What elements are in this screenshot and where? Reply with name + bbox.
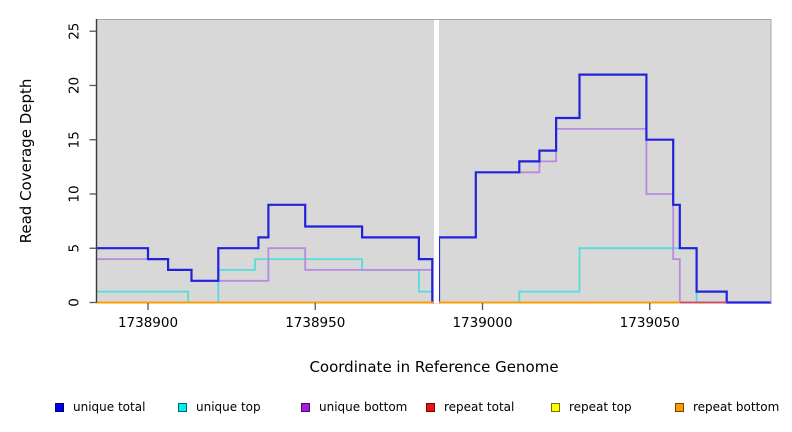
legend-item-repeat-total: repeat total xyxy=(426,398,514,416)
legend-item-repeat-bottom: repeat bottom xyxy=(675,398,779,416)
legend-swatch-repeat-top xyxy=(551,402,560,412)
legend-item-unique-bottom: unique bottom xyxy=(301,398,407,416)
y-tick-label: 25 xyxy=(67,23,83,40)
legend-swatch-unique-total xyxy=(55,402,64,412)
legend-swatch-unique-top xyxy=(178,402,187,412)
y-tick-label: 15 xyxy=(67,131,83,148)
legend-label: unique total xyxy=(73,400,146,414)
x-axis-title: Coordinate in Reference Genome xyxy=(309,358,558,376)
y-tick-label: 20 xyxy=(67,77,83,94)
legend-label: repeat bottom xyxy=(693,400,780,414)
legend-label: repeat total xyxy=(444,400,515,414)
legend-swatch-unique-bottom xyxy=(301,402,310,412)
legend: unique total unique top unique bottom repea… xyxy=(0,398,792,418)
legend-item-unique-top: unique top xyxy=(178,398,261,416)
series-line-unique-bottom xyxy=(519,128,772,304)
legend-item-unique-total: unique total xyxy=(55,398,145,416)
legend-item-repeat-top: repeat top xyxy=(551,398,632,416)
legend-label: unique bottom xyxy=(319,400,408,414)
y-tick-label: 5 xyxy=(67,244,83,253)
x-tick-label: 1739000 xyxy=(452,315,512,331)
legend-label: unique top xyxy=(196,400,261,414)
x-tick-label: 1738900 xyxy=(118,315,178,331)
legend-swatch-repeat-total xyxy=(426,402,435,412)
series-line-unique-top xyxy=(96,247,772,304)
coverage-plot: 0 5 10 15 20 25 1738900 1738950 1739000 1739050 C… xyxy=(17,19,772,376)
x-tick-label: 1739050 xyxy=(620,315,680,331)
y-tick-label: 10 xyxy=(67,185,83,202)
x-tick-label: 1738950 xyxy=(285,315,345,331)
legend-label: repeat top xyxy=(569,400,632,414)
gap-band xyxy=(434,20,440,304)
legend-swatch-repeat-bottom xyxy=(675,402,684,412)
y-tick-label: 0 xyxy=(67,298,83,307)
y-axis-title: Read Coverage Depth xyxy=(17,79,35,244)
